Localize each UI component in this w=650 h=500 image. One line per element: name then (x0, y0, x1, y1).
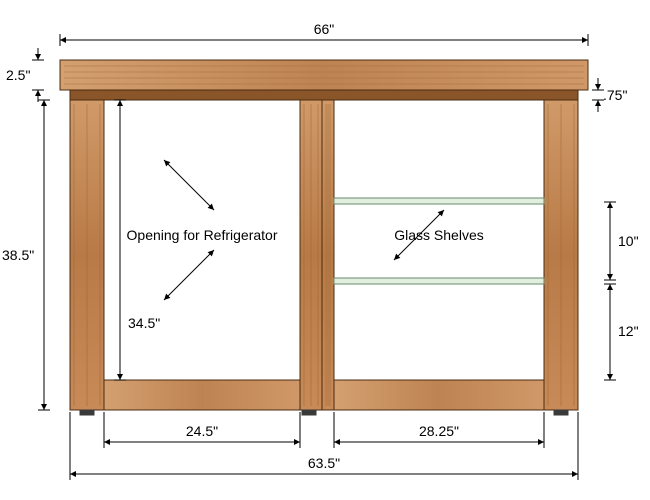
svg-text:63.5": 63.5" (308, 455, 340, 471)
glass-shelf (334, 198, 544, 204)
svg-text:34.5": 34.5" (128, 315, 160, 331)
svg-text:66": 66" (314, 21, 335, 37)
svg-text:24.5": 24.5" (186, 423, 218, 439)
cabinet-dimension-drawing: Opening for Refrigerator Glass Shelves 66… (0, 0, 650, 500)
fridge-opening-label: Opening for Refrigerator (127, 227, 278, 243)
svg-text:12": 12" (618, 323, 639, 339)
glass-shelf (334, 278, 544, 284)
svg-text:.75": .75" (603, 87, 627, 103)
glass-shelves-label: Glass Shelves (394, 227, 483, 243)
svg-text:2.5": 2.5" (6, 67, 30, 83)
svg-text:38.5": 38.5" (2, 247, 34, 263)
svg-text:28.25": 28.25" (419, 423, 459, 439)
cabinet: Opening for Refrigerator Glass Shelves (60, 60, 588, 415)
svg-text:10": 10" (618, 233, 639, 249)
